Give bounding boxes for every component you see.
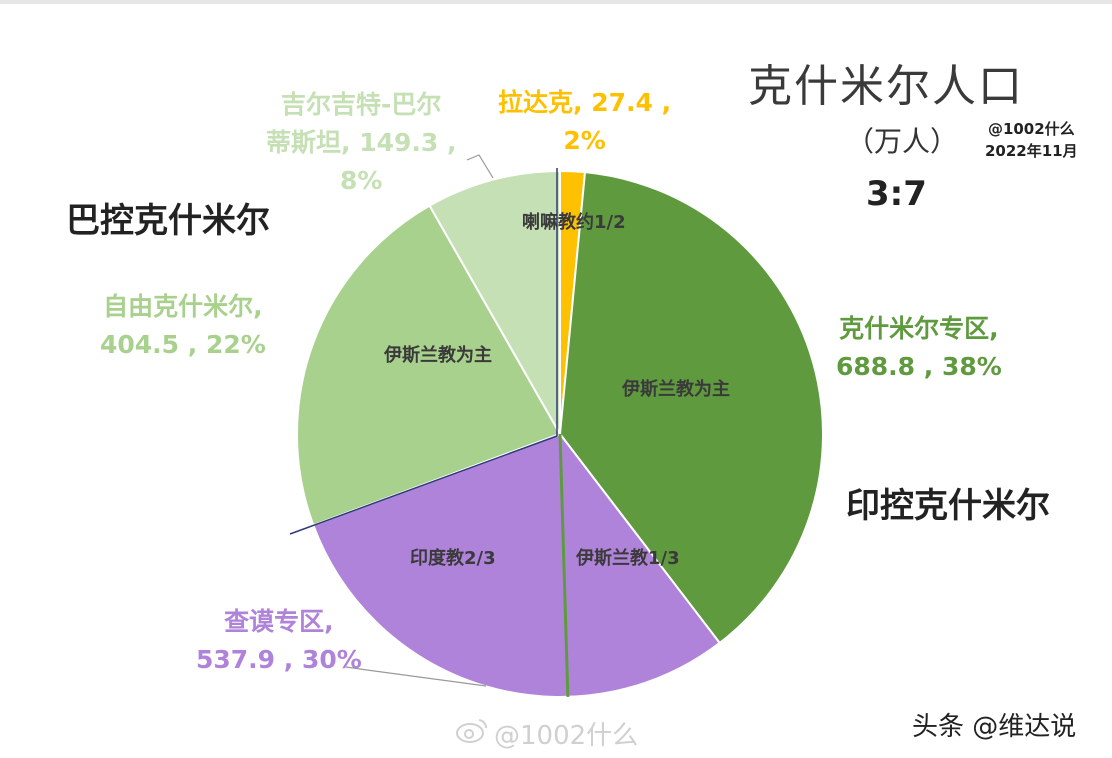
slice-label-kashmir: 克什米尔专区, 688.8 , 38%: [836, 310, 1002, 386]
slice-label-jammu-line2: 537.9 , 30%: [196, 645, 362, 674]
slice-label-kashmir-line2: 688.8 , 38%: [836, 352, 1002, 381]
slice-label-ladakh: 拉达克, 27.4 , 2%: [498, 84, 671, 160]
slice-label-gb-line1: 吉尔吉特-巴尔: [281, 90, 442, 119]
slice-label-azad-line1: 自由克什米尔,: [103, 292, 263, 321]
watermark-text: @1002什么: [494, 721, 639, 751]
inner-label-ladakh: 喇嘛教约1/2: [522, 212, 626, 233]
region-label-india: 印控克什米尔: [846, 486, 1050, 526]
pie-slice-azad: [296, 204, 562, 527]
leader-line-gb: [466, 154, 494, 179]
inner-label-jammu-islam: 伊斯兰教1/3: [576, 548, 680, 569]
leader-line-jammu: [345, 666, 487, 687]
slice-label-azad: 自由克什米尔, 404.5 , 22%: [100, 288, 266, 364]
pie-slice-gb: [428, 169, 561, 438]
inner-label-azad: 伊斯兰教为主: [384, 345, 492, 366]
unit-label: （万人）: [846, 125, 959, 158]
jammu-religion-divider: [558, 433, 570, 697]
region-label-pakistan: 巴控克什米尔: [66, 201, 270, 241]
loc-line-diagonal: [289, 435, 558, 535]
top-border: [0, 0, 1112, 4]
slice-label-jammu-line1: 查谟专区,: [224, 607, 334, 636]
inner-label-kashmir: 伊斯兰教为主: [622, 379, 730, 400]
slice-label-ladakh-line2: 2%: [563, 126, 606, 155]
weibo-icon: [456, 719, 488, 743]
slice-label-kashmir-line1: 克什米尔专区,: [839, 314, 999, 343]
credit-date: 2022年11月: [985, 142, 1078, 160]
pie-slice-jammu: [312, 432, 722, 698]
slice-label-azad-line2: 404.5 , 22%: [100, 330, 266, 359]
ratio-label: 3:7: [866, 174, 927, 214]
slice-label-ladakh-line1: 拉达克, 27.4 ,: [498, 88, 672, 117]
inner-label-jammu-hindu: 印度教2/3: [410, 548, 496, 569]
slice-label-jammu: 查谟专区, 537.9 , 30%: [196, 603, 362, 679]
slice-label-gb-line2: 蒂斯坦, 149.3 ,: [266, 128, 457, 157]
chart-title: 克什米尔人口: [748, 61, 1024, 112]
slice-label-gb: 吉尔吉特-巴尔 蒂斯坦, 149.3 , 8%: [266, 86, 456, 200]
credit-block: @1002什么 2022年11月: [985, 118, 1078, 162]
credit-handle: @1002什么: [987, 120, 1075, 138]
source-credit: 头条 @维达说: [912, 712, 1077, 742]
pie-slice-kashmir: [558, 171, 824, 645]
slice-label-gb-line3: 8%: [340, 166, 383, 195]
